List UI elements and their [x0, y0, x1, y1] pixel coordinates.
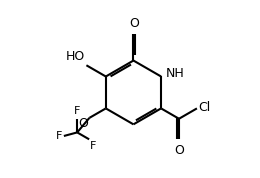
Text: F: F [90, 141, 96, 151]
Text: O: O [129, 17, 139, 30]
Text: F: F [74, 106, 80, 116]
Text: Cl: Cl [199, 101, 211, 114]
Text: O: O [174, 144, 184, 157]
Text: F: F [56, 131, 62, 141]
Text: NH: NH [165, 67, 184, 80]
Text: O: O [79, 117, 89, 130]
Text: HO: HO [66, 50, 85, 63]
